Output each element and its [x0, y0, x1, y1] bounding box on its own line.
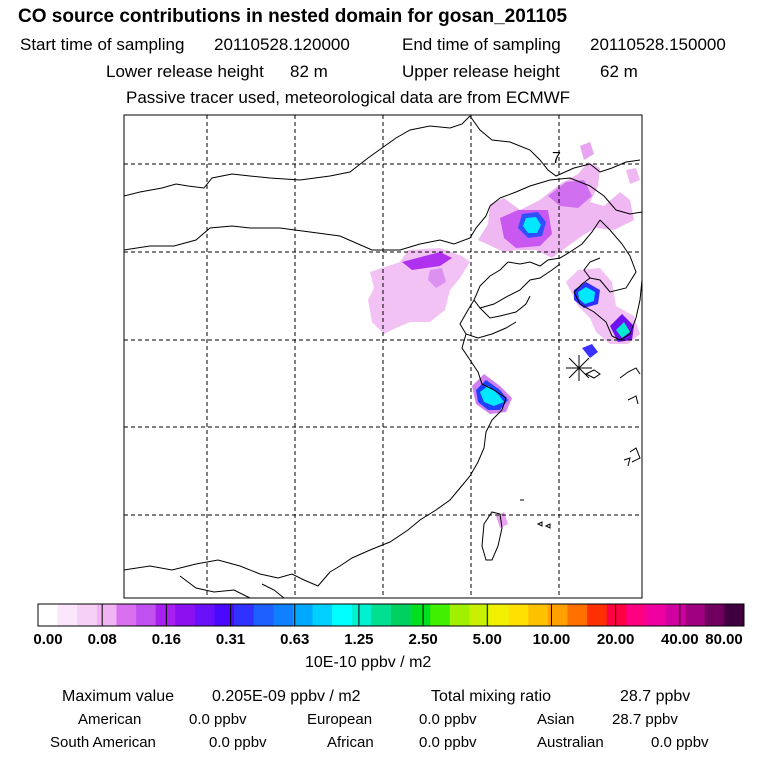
colorbar-swatch	[410, 604, 431, 626]
colorbar-swatch	[57, 604, 78, 626]
region-name: South American	[50, 734, 156, 751]
colorbar-swatch	[508, 604, 529, 626]
colorbar-swatch	[351, 604, 372, 626]
region-value: 0.0 ppbv	[189, 711, 247, 728]
plume-ne-top	[580, 142, 594, 160]
region-value: 0.0 ppbv	[651, 734, 709, 751]
colorbar-swatch	[371, 604, 392, 626]
region-name: Australian	[537, 734, 604, 751]
colorbar-swatch	[332, 604, 353, 626]
colorbar-swatch	[547, 604, 568, 626]
colorbar-swatch	[253, 604, 274, 626]
start-time-value: 20110528.120000	[214, 35, 350, 54]
plume-west	[368, 248, 470, 334]
colorbar-swatch	[528, 604, 549, 626]
colorbar-swatch	[489, 604, 509, 626]
colorbar-tick-label: 0.63	[280, 631, 310, 648]
region-name: American	[78, 711, 142, 728]
map-panel: 7	[123, 114, 643, 599]
plume-taiwan	[496, 512, 508, 528]
colorbar-swatch	[234, 604, 255, 626]
hotspot-seoul-core	[578, 287, 595, 304]
colorbar-swatch	[606, 604, 627, 626]
colorbar-swatch	[469, 604, 490, 626]
colorbar-swatch	[704, 604, 725, 626]
region-name: African	[327, 734, 374, 751]
colorbar-tick-label: 0.08	[87, 631, 117, 648]
region-value: 0.0 ppbv	[419, 711, 477, 728]
station-marker-asterisk	[566, 355, 592, 381]
lower-height-value: 82 m	[290, 62, 328, 81]
lower-height-label: Lower release height	[106, 62, 264, 81]
colorbar-tick-label: 20.00	[596, 631, 635, 648]
colorbar-swatch	[312, 604, 333, 626]
tracer-note: Passive tracer used, meteorological data…	[126, 88, 571, 107]
colorbar-swatch	[116, 604, 137, 626]
colorbar-tick-label: 10.00	[532, 631, 571, 648]
plume-west-mid	[402, 252, 452, 270]
end-time-label: End time of sampling	[402, 35, 561, 54]
colorbar-tick-label: 1.25	[344, 631, 374, 648]
region-value: 0.0 ppbv	[419, 734, 477, 751]
colorbar-swatch	[430, 604, 451, 626]
colorbar-swatch	[587, 604, 608, 626]
graticule	[124, 115, 642, 598]
colorbar-swatch	[567, 604, 588, 626]
upper-height-value: 62 m	[600, 62, 638, 81]
plume-ne-right	[626, 168, 640, 184]
colorbar-swatch	[155, 604, 176, 626]
map-border	[123, 114, 643, 599]
map-marker-label: 7	[552, 150, 561, 167]
colorbar-swatch	[645, 604, 666, 626]
max-value: 0.205E-09 ppbv / m2	[212, 688, 361, 705]
colorbar-swatch	[273, 604, 294, 626]
colorbar-tick-label: 40.00	[661, 631, 699, 648]
max-value-label: Maximum value	[62, 688, 175, 705]
colorbar-swatch	[38, 604, 58, 626]
colorbar-swatch	[391, 604, 411, 626]
region-value: 28.7 ppbv	[612, 711, 678, 728]
colorbar-swatch	[292, 604, 313, 626]
colorbar-tick-label: 0.16	[151, 631, 181, 648]
colorbar-unit: 10E-10 ppbv / m2	[305, 654, 432, 671]
hotspot-jeju-area	[582, 344, 598, 358]
colorbar	[37, 603, 745, 627]
colorbar-swatch	[136, 604, 156, 626]
total-mixing-value: 28.7 ppbv	[620, 688, 691, 705]
total-mixing-label: Total mixing ratio	[431, 688, 552, 705]
region-name: European	[307, 711, 373, 728]
colorbar-swatch	[194, 604, 215, 626]
colorbar-swatch	[175, 604, 196, 626]
colorbar-swatch	[665, 604, 686, 626]
colorbar-tick-label: 0.00	[33, 631, 63, 648]
colorbar-swatch	[214, 604, 235, 626]
region-value: 0.0 ppbv	[209, 734, 267, 751]
region-name: Asian	[537, 711, 575, 728]
plume-west-spot	[428, 268, 446, 288]
concentration-field	[368, 142, 640, 528]
upper-height-label: Upper release height	[402, 62, 560, 81]
hotspot-busan-core	[616, 322, 630, 338]
start-time-label: Start time of sampling	[20, 35, 185, 54]
colorbar-swatch	[77, 604, 98, 626]
colorbar-swatch	[449, 604, 470, 626]
end-time-value: 20110528.150000	[590, 35, 726, 54]
colorbar-tick-label: 2.50	[408, 631, 438, 648]
colorbar-tick-label: 0.31	[215, 631, 246, 648]
colorbar-swatch	[724, 604, 745, 626]
plot-title: CO source contributions in nested domain…	[18, 6, 568, 27]
colorbar-swatch	[685, 604, 706, 626]
colorbar-tick-label: 5.00	[472, 631, 502, 648]
colorbar-tick-label: 80.00	[705, 631, 743, 648]
colorbar-swatch	[626, 604, 647, 626]
hotspot-shanghai-core	[480, 386, 504, 406]
colorbar-swatch	[96, 604, 117, 626]
hotspot-beijing-core	[523, 217, 541, 233]
